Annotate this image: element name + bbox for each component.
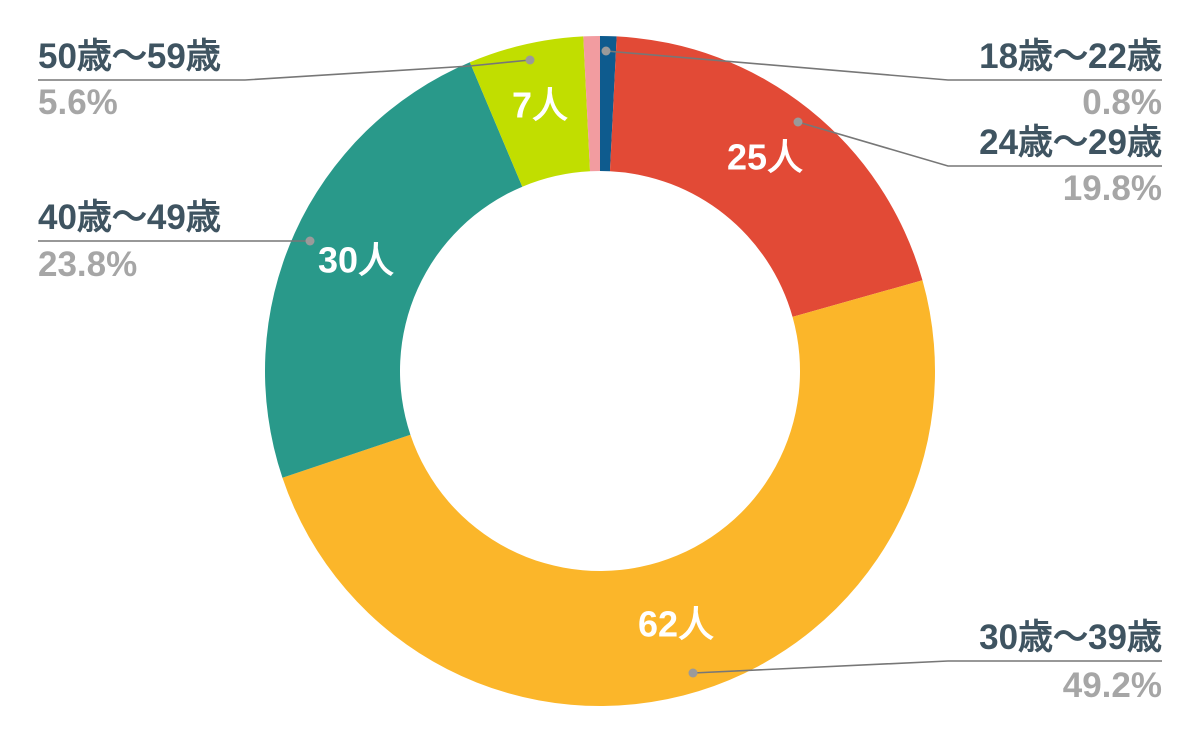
slice-value-label: 62人: [638, 604, 714, 645]
outer-labels: 18歳〜22歳 0.8%24歳〜29歳 19.8% 30歳〜39歳 49.2% 40歳〜4…: [38, 37, 1162, 705]
donut-slice-40歳〜49歳: [264, 62, 523, 478]
slice-value-label: 7人: [512, 85, 568, 126]
donut-slice-24歳〜29歳: [609, 36, 923, 317]
leader-line: [605, 50, 1162, 81]
percent-label: 19.8%: [1063, 169, 1162, 208]
category-label: 18歳〜22歳: [979, 37, 1162, 76]
leader-dot: [688, 668, 698, 678]
percent-label: 23.8%: [38, 245, 137, 284]
donut-slices: [264, 36, 935, 707]
leader-line: [797, 121, 1162, 167]
donut-slice-18歳〜22歳: [600, 36, 617, 172]
leader-dot: [305, 236, 315, 246]
leader-dot: [525, 55, 535, 65]
donut-slice-30歳〜39歳: [282, 280, 935, 707]
slice-value-label: 30人: [318, 240, 394, 281]
donut-slice-50歳〜59歳: [469, 36, 591, 187]
percent-label: 49.2%: [1063, 666, 1162, 705]
leader-lines: [38, 46, 1162, 678]
category-label: 24歳〜29歳: [979, 123, 1162, 162]
leader-line: [38, 59, 531, 81]
category-label: 30歳〜39歳: [979, 618, 1162, 657]
leader-line: [692, 660, 1162, 674]
category-label: 40歳〜49歳: [38, 198, 221, 237]
slice-value-labels: 25人 62人 30人 7人: [318, 85, 803, 645]
slice-value-label: 25人: [727, 137, 803, 178]
percent-label: 5.6%: [38, 83, 118, 122]
donut-slice-segment-5: [583, 36, 600, 172]
leader-dot: [601, 46, 611, 56]
percent-label: 0.8%: [1082, 83, 1162, 122]
category-label: 50歳〜59歳: [38, 37, 221, 76]
leader-dot: [793, 117, 803, 127]
